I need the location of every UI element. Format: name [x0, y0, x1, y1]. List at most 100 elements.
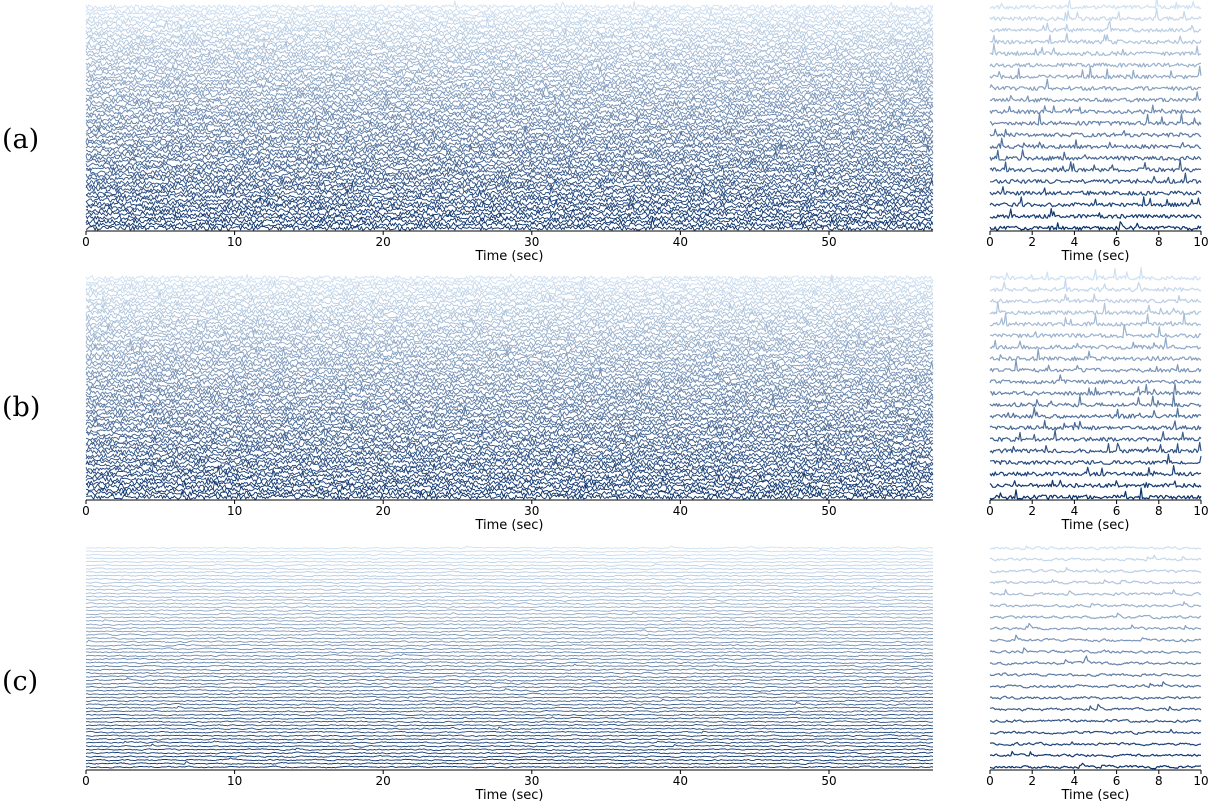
series-trace — [85, 273, 933, 281]
series-trace — [989, 612, 1202, 620]
series-trace — [86, 726, 934, 731]
series-trace — [85, 209, 934, 217]
series-trace — [85, 33, 934, 42]
series-trace — [85, 187, 934, 200]
series-trace — [85, 633, 934, 637]
x-tick-label: 20 — [376, 504, 391, 518]
series-trace — [85, 173, 934, 182]
x-tick-label: 2 — [1028, 235, 1036, 249]
series-trace — [85, 374, 934, 385]
series-trace — [85, 277, 934, 288]
series-trace — [989, 293, 1202, 304]
series-trace — [85, 360, 934, 368]
series-trace — [85, 115, 934, 126]
series-trace — [85, 427, 934, 438]
series-trace — [85, 643, 934, 647]
series-trace — [989, 429, 1202, 442]
series-trace — [989, 750, 1202, 758]
series-trace — [990, 622, 1202, 631]
x-tick-label: 8 — [1155, 235, 1163, 249]
x-axis-label: Time (sec) — [474, 518, 543, 533]
series-trace — [85, 698, 934, 703]
series-trace — [85, 481, 934, 493]
series-trace — [989, 695, 1202, 700]
series-trace — [989, 634, 1202, 643]
series-trace — [85, 77, 934, 87]
subplot-3: 0 2 4 6 8 10 Time (sec) — [986, 267, 1209, 533]
series-trace — [989, 221, 1202, 231]
series-trace — [85, 169, 934, 179]
series-trace — [85, 612, 934, 616]
x-tick-label: 10 — [227, 235, 242, 249]
series-trace — [85, 604, 934, 609]
series-trace — [85, 328, 934, 337]
series-trace — [989, 453, 1202, 465]
x-tick-label: 0 — [986, 235, 994, 249]
x-tick-label: 8 — [1155, 504, 1163, 518]
series-trace — [989, 554, 1202, 562]
series-trace — [85, 567, 934, 571]
series-trace — [85, 7, 934, 17]
series-trace — [85, 685, 934, 689]
x-tick-label: 6 — [1113, 235, 1121, 249]
series-trace — [989, 128, 1202, 138]
series-trace — [85, 313, 934, 323]
series-trace — [85, 647, 934, 651]
series-trace — [989, 545, 1202, 551]
series-trace — [85, 682, 934, 685]
series-trace — [989, 91, 1202, 103]
series-trace — [86, 629, 934, 634]
x-tick-label: 30 — [524, 504, 539, 518]
series-trace — [989, 208, 1202, 219]
series-trace — [85, 368, 934, 378]
series-trace — [85, 333, 934, 344]
series-trace — [989, 301, 1202, 316]
series-trace — [989, 718, 1202, 723]
series-trace — [989, 62, 1202, 68]
series-trace — [85, 192, 934, 203]
series-trace — [85, 394, 934, 406]
series-trace — [85, 415, 934, 424]
series-trace — [85, 453, 934, 462]
series-trace — [85, 553, 934, 557]
series-trace — [989, 43, 1202, 57]
series-trace — [85, 5, 934, 14]
series-trace — [989, 588, 1202, 597]
series-trace — [85, 490, 934, 500]
series-trace — [989, 579, 1202, 585]
series-trace — [85, 577, 934, 581]
series-trace — [85, 291, 934, 302]
series-trace — [989, 487, 1202, 500]
series-trace — [85, 468, 934, 479]
x-tick-label: 6 — [1113, 504, 1121, 518]
series-trace — [85, 444, 934, 455]
series-trace — [85, 198, 934, 210]
series-trace — [85, 124, 933, 133]
series-trace — [85, 598, 934, 602]
series-trace — [85, 71, 934, 80]
series-trace — [85, 185, 934, 196]
x-tick-label: 10 — [227, 504, 242, 518]
series-trace — [85, 691, 934, 696]
series-trace — [85, 90, 934, 98]
series-trace — [989, 406, 1202, 419]
series-trace — [85, 460, 934, 472]
series-trace — [85, 158, 934, 168]
series-trace — [85, 435, 934, 445]
series-trace — [85, 740, 934, 745]
series-trace — [85, 675, 934, 679]
series-trace — [85, 447, 934, 458]
series-trace — [85, 701, 934, 706]
series-trace — [85, 379, 934, 389]
series-trace — [989, 672, 1202, 678]
series-trace — [989, 419, 1202, 431]
series-trace — [85, 661, 934, 665]
series-trace — [85, 81, 934, 91]
series-trace — [86, 737, 934, 741]
series-trace — [85, 19, 934, 31]
series-trace — [989, 359, 1202, 373]
series-trace — [85, 622, 934, 626]
series-trace — [85, 367, 934, 375]
x-tick-label: 0 — [82, 235, 90, 249]
